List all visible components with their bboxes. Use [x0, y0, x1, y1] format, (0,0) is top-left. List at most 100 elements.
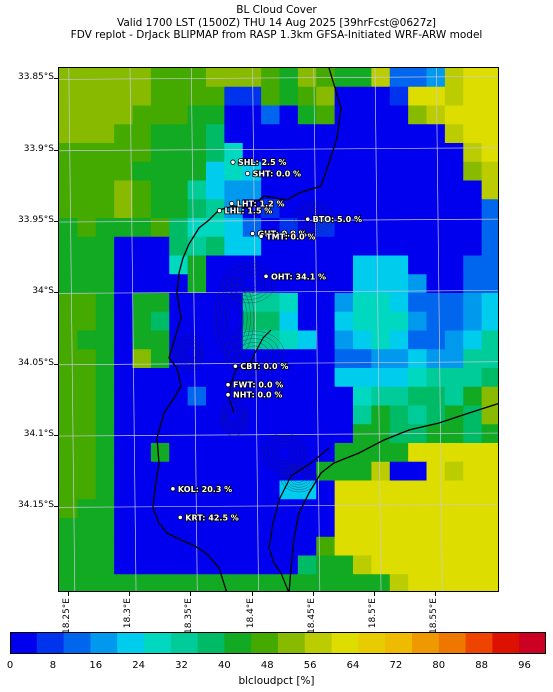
- grid-cell: [59, 480, 78, 500]
- grid-cell: [481, 180, 498, 200]
- grid-cell: [389, 180, 409, 200]
- station-marker-kol: [170, 486, 176, 492]
- grid-cell: [242, 461, 262, 482]
- grid-cell: [114, 218, 134, 238]
- grid-cell: [242, 68, 262, 88]
- grid-cell: [334, 461, 354, 482]
- terrain-contours: [174, 202, 335, 493]
- parallel-line: [59, 361, 498, 366]
- grid-cell: [371, 68, 391, 88]
- grid-cell: [169, 555, 189, 575]
- grid-cell: [481, 105, 498, 125]
- grid-cell: [353, 255, 372, 275]
- title-line-2: Valid 1700 LST (1500Z) THU 14 Aug 2025 […: [117, 16, 436, 29]
- grid-cell: [463, 68, 483, 88]
- grid-cell: [132, 499, 152, 519]
- grid-cell: [150, 311, 170, 332]
- grid-cell: [463, 124, 483, 144]
- grid-cell: [334, 536, 354, 557]
- terrain-contour: [223, 330, 285, 376]
- coastline-false-bay: [288, 402, 498, 591]
- grid-cell: [95, 330, 115, 350]
- grid-cell: [132, 536, 152, 557]
- grid-cell: [481, 536, 498, 557]
- grid-cell: [77, 236, 97, 257]
- grid-cell: [371, 105, 391, 125]
- colorbar-swatch: [304, 632, 332, 654]
- grid-cell: [426, 424, 446, 444]
- grid-cell: [224, 105, 244, 125]
- grid-cell: [132, 236, 152, 257]
- grid-cell: [426, 236, 446, 257]
- grid-cell: [279, 199, 299, 219]
- lat-tick-mark: [54, 149, 58, 151]
- grid-cell: [150, 255, 170, 275]
- grid-cell: [206, 574, 225, 591]
- grid-cell: [444, 274, 464, 294]
- grid-cell: [316, 86, 336, 107]
- grid-cell: [334, 218, 354, 238]
- grid-cell: [95, 199, 115, 219]
- colorbar-swatch: [144, 632, 172, 654]
- grid-cell: [279, 274, 299, 294]
- grid-cell: [334, 368, 354, 388]
- grid-cell: [242, 311, 262, 332]
- grid-cell: [77, 255, 97, 275]
- grid-cell: [481, 386, 498, 407]
- grid-cell: [206, 518, 225, 538]
- terrain-contour: [239, 341, 269, 365]
- terrain-contour: [236, 272, 262, 294]
- grid-cell: [150, 218, 170, 238]
- station-marker-bto: [305, 216, 311, 222]
- grid-cell: [371, 518, 391, 538]
- grid-cell: [59, 330, 78, 350]
- grid-cell: [150, 443, 170, 463]
- grid-cell: [353, 518, 372, 538]
- grid-cell: [371, 349, 391, 369]
- cloud-cover-map[interactable]: SHL: 2.5 % SHT: 0.0 % LHT: 1.2 %LHL: 1.5 %…: [59, 68, 499, 592]
- grid-cell: [316, 461, 336, 482]
- grid-cell: [206, 368, 225, 388]
- grid-cell: [481, 68, 498, 88]
- grid-cell: [408, 518, 428, 538]
- grid-cell: [463, 255, 483, 275]
- grid-cell: [224, 555, 244, 575]
- grid-cell: [95, 518, 115, 538]
- parallel-line: [59, 76, 498, 80]
- grid-cell: [206, 424, 225, 444]
- lon-tick-mark: [129, 592, 131, 596]
- terrain-contour: [272, 442, 296, 464]
- grid-cell: [444, 443, 464, 463]
- grid-cell: [150, 293, 170, 313]
- station-marker-lhl: [216, 208, 223, 214]
- map-title-block: BL Cloud Cover Valid 1700 LST (1500Z) TH…: [0, 4, 553, 42]
- grid-cell: [353, 180, 372, 200]
- grid-cell: [426, 105, 446, 125]
- grid-cell: [389, 574, 409, 591]
- grid-cell: [481, 480, 498, 500]
- lat-tick-mark: [54, 363, 58, 365]
- grid-cell: [353, 236, 372, 257]
- grid-cell: [316, 255, 336, 275]
- grid-cell: [353, 349, 372, 369]
- grid-cell: [297, 574, 317, 591]
- lat-tick-mark: [54, 506, 58, 508]
- station-label-fwt: FWT: 0.0 %: [233, 381, 283, 390]
- station-label-oht: OHT: 34.1 %: [271, 272, 326, 281]
- grid-cell: [150, 236, 170, 257]
- grid-cell: [481, 218, 498, 238]
- grid-cell: [279, 480, 299, 500]
- colorbar-tick-label: 56: [303, 660, 317, 671]
- grid-cell: [114, 480, 134, 500]
- grid-cell: [77, 68, 97, 88]
- grid-cell: [389, 199, 409, 219]
- grid-cell: [261, 461, 281, 482]
- lon-tick-label: 18.35°E: [184, 598, 195, 634]
- grid-cell: [408, 180, 428, 200]
- map-panel[interactable]: SHL: 2.5 % SHT: 0.0 % LHT: 1.2 % LHL: 1.5 %…: [58, 67, 499, 592]
- grid-cell: [114, 236, 134, 257]
- grid-cell: [371, 461, 391, 482]
- grid-cell: [242, 86, 262, 107]
- terrain-contour: [217, 284, 251, 352]
- grid-cell: [95, 499, 115, 519]
